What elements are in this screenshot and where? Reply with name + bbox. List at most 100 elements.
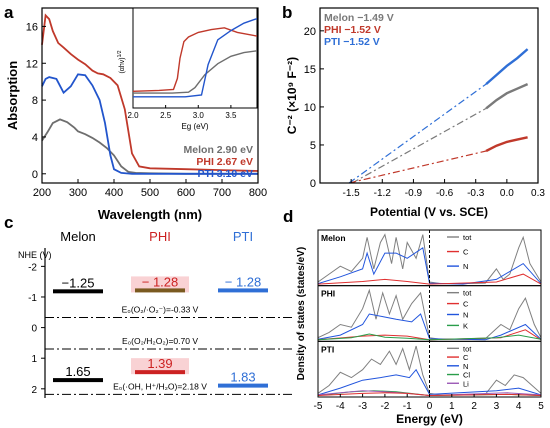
inset-x-tick-label: 3.5 xyxy=(225,111,237,120)
inset-x-tick-label: 3.0 xyxy=(193,111,205,120)
dos-line-n xyxy=(318,313,541,341)
inset-y-axis-label: (αhv)1/2 xyxy=(117,50,126,73)
vb-value-label: 1.39 xyxy=(147,356,172,371)
conduction-band-phi xyxy=(135,288,185,293)
legend-entry: PTI −1.52 V xyxy=(324,36,380,48)
subpanel-plot-pti xyxy=(318,345,541,397)
x-tick-label: -2 xyxy=(380,401,389,412)
extrapolation-line xyxy=(351,107,487,184)
y-tick-label: 16 xyxy=(26,21,38,33)
conduction-band-pti xyxy=(218,288,268,293)
material-name-pti: PTI xyxy=(233,229,253,244)
cb-value-label: − 1.28 xyxy=(142,274,179,289)
y-tick-label: 5 xyxy=(310,140,316,152)
series-line-pti xyxy=(485,48,529,86)
subpanel-plot-melon xyxy=(318,233,541,285)
inset-line-pti xyxy=(133,17,258,98)
x-tick-label: 0.0 xyxy=(500,188,514,199)
x-tick-label: 200 xyxy=(33,187,51,199)
x-tick-label: 500 xyxy=(141,187,159,199)
legend-label: Li xyxy=(463,379,469,388)
reference-label: E₀(O₂/H₂O₂)=0.70 V xyxy=(122,336,198,346)
x-tick-label: -1 xyxy=(403,401,412,412)
plot-frame xyxy=(319,7,539,184)
reference-label: E₀(·OH, H⁺/H₂O)=2.18 V xyxy=(113,381,207,391)
material-name-phi: PHI xyxy=(149,229,171,244)
subpanel-title: Melon xyxy=(321,233,346,243)
series-line-melon xyxy=(485,83,529,110)
legend-label: Cl xyxy=(463,371,470,380)
y-tick-label: 1 xyxy=(31,354,37,365)
x-tick-label: 4 xyxy=(516,401,522,412)
legend-entry: Melon 2.90 eV xyxy=(184,144,253,156)
panel-letter-b: b xyxy=(282,3,292,22)
material-name-melon: Melon xyxy=(60,229,95,244)
x-tick-label: 2 xyxy=(471,401,477,412)
y-tick-label: 20 xyxy=(304,26,316,38)
y-axis-label: C⁻² (×10⁹ F⁻²) xyxy=(285,57,299,134)
series-line-pti xyxy=(41,73,258,175)
panel-c-band-diagram: NHE (V) -2 -1 0 1 2 E₀(O₂/·O₂⁻)=-0.33 V E₀(O₂/H… xyxy=(18,229,295,398)
dos-line-k xyxy=(318,333,541,341)
y-tick-label: 12 xyxy=(26,58,38,70)
y-axis-label: Absorption xyxy=(5,61,20,130)
y-tick-label: 10 xyxy=(304,102,316,114)
inset-frame xyxy=(132,7,258,109)
dos-line-c xyxy=(318,392,541,397)
panel-letter-d: d xyxy=(283,207,293,226)
legend-label: tot xyxy=(463,289,472,298)
panel-a-absorption-chart: 200 300 400 500 600 700 800 0 4 8 12 16 Wavelength (… xyxy=(5,7,267,222)
legend-label: C xyxy=(463,248,469,257)
valence-band-phi xyxy=(135,370,185,375)
y-tick-label: 0 xyxy=(31,324,37,335)
dos-line-n xyxy=(318,368,541,396)
legend-label: K xyxy=(463,321,468,330)
panel-letter-a: a xyxy=(4,3,14,22)
legend-label: C xyxy=(463,353,469,362)
y-tick-label: -1 xyxy=(28,293,37,304)
y-axis-label: Density of states (states/eV) xyxy=(296,247,307,380)
conduction-band-melon xyxy=(53,289,103,294)
x-axis-label: Energy (eV) xyxy=(396,412,463,426)
cb-value-label: −1.25 xyxy=(62,275,95,290)
x-tick-label: 700 xyxy=(213,187,231,199)
series-line-phi xyxy=(41,13,259,172)
valence-band-pti xyxy=(218,383,268,388)
x-tick-label: -0.3 xyxy=(467,188,485,199)
x-tick-label: -1.2 xyxy=(374,188,392,199)
vb-value-label: 1.65 xyxy=(65,364,90,379)
vb-value-label: 1.83 xyxy=(230,370,255,385)
x-tick-label: -0.6 xyxy=(436,188,454,199)
inset-line-melon xyxy=(133,50,258,94)
x-tick-label: 400 xyxy=(105,187,123,199)
legend-entry: PHI 2.67 eV xyxy=(196,156,253,168)
x-tick-label: 1 xyxy=(449,401,455,412)
x-tick-label: 800 xyxy=(249,187,267,199)
x-tick-label: -4 xyxy=(336,401,345,412)
panel-a-inset-tauc-plot: 2.0 2.5 3.0 3.5 Eg (eV) (αhv)1/2 xyxy=(117,7,258,131)
x-tick-label: 0 xyxy=(427,401,433,412)
legend-entry: PHI −1.52 V xyxy=(324,24,381,36)
x-tick-label: 5 xyxy=(538,401,544,412)
x-axis-label: Wavelength (nm) xyxy=(98,207,202,222)
legend-label: N xyxy=(463,362,468,371)
x-tick-label: -5 xyxy=(314,401,323,412)
subpanel-plot-phi xyxy=(318,288,541,341)
extrapolation-line xyxy=(348,150,487,184)
series-line-phi xyxy=(485,136,528,153)
y-tick-label: 2 xyxy=(31,385,37,396)
x-tick-label: 0.3 xyxy=(531,188,545,199)
x-tick-label: -1.5 xyxy=(343,188,361,199)
y-tick-label: 8 xyxy=(32,95,38,107)
dos-line-tot xyxy=(318,233,541,285)
inset-line-phi xyxy=(132,27,258,92)
dos-line-tot xyxy=(318,345,541,396)
legend-label: tot xyxy=(463,344,472,353)
subpanel-title: PHI xyxy=(321,289,335,299)
legend-label: tot xyxy=(463,233,472,242)
y-tick-label: 0 xyxy=(310,178,316,190)
legend-entry: Melon −1.49 V xyxy=(324,12,394,24)
dos-line-n xyxy=(318,246,541,285)
